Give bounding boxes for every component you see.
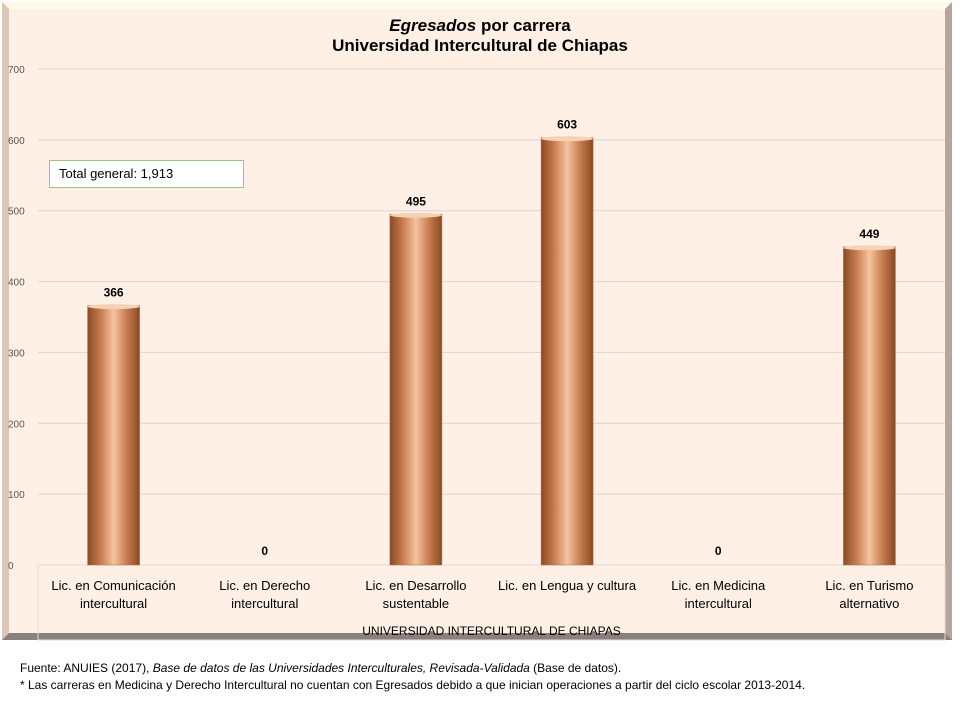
category-label: Lic. en Derecho intercultural — [219, 578, 311, 611]
chart-frame — [2, 2, 952, 640]
category-axis-box — [37, 564, 946, 641]
bar-top — [541, 136, 594, 142]
y-tick-label: 700 — [8, 65, 25, 76]
title-italic: Egresados — [389, 16, 477, 35]
chart-title: Egresados por carrera Universidad Intercu… — [0, 16, 960, 56]
category-label: Lic. en Lengua y cultura — [498, 578, 637, 593]
category-label: Lic. en Turismo alternativo — [825, 578, 914, 611]
source-suffix: (Base de datos). — [529, 661, 622, 675]
bar-top — [87, 304, 140, 310]
bar-top — [389, 212, 442, 218]
footnote: * Las carreras en Medicina y Derecho Int… — [20, 678, 806, 692]
y-tick-label: 500 — [8, 207, 25, 218]
category-label: Lic. en Comunicación intercultural — [51, 578, 176, 611]
chart-subtitle: Universidad Intercultural de Chiapas — [332, 36, 628, 55]
y-tick-label: 100 — [8, 490, 25, 501]
bar — [87, 305, 140, 566]
category-label: Lic. en Desarrollo sustentable — [365, 578, 467, 611]
y-tick-label: 0 — [8, 561, 14, 572]
x-axis-title: UNIVERSIDAD INTERCULTURAL DE CHIAPAS — [362, 624, 621, 638]
data-label: 495 — [406, 194, 426, 208]
title-rest: por carrera — [476, 16, 571, 35]
bar — [389, 214, 443, 566]
category-label: Lic. en Medicina intercultural — [671, 578, 766, 611]
data-label: 0 — [261, 544, 268, 558]
data-label: 449 — [859, 227, 879, 241]
y-tick-label: 200 — [8, 419, 25, 430]
y-tick-label: 400 — [8, 278, 25, 289]
data-label: 603 — [557, 118, 577, 132]
source-note: Fuente: ANUIES (2017), Base de datos de … — [20, 660, 805, 677]
bar — [540, 137, 594, 566]
bar — [843, 246, 896, 566]
source-prefix: Fuente: ANUIES (2017), — [20, 661, 153, 675]
bar-top — [843, 245, 896, 251]
data-label: 366 — [104, 286, 124, 300]
data-label: 0 — [715, 544, 722, 558]
source-title: Base de datos de las Universidades Inter… — [152, 661, 530, 675]
y-tick-label: 300 — [8, 348, 25, 359]
y-tick-label: 600 — [8, 136, 25, 147]
notes: Fuente: ANUIES (2017), Base de datos de … — [20, 660, 805, 694]
total-general-box: Total general: 1,913 — [49, 160, 244, 188]
